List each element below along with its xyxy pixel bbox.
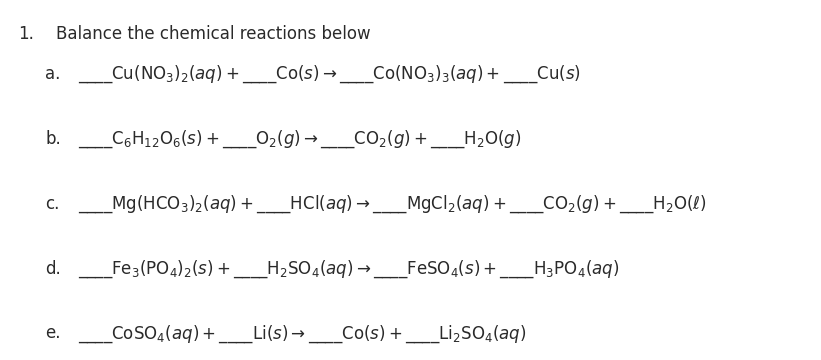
Text: $\mathrm{\_\_\_\_Fe_3(PO_4)_2(}$$\mathit{s}$$\mathrm{) + \_\_\_\_H_2SO_4(}$$\mat: $\mathrm{\_\_\_\_Fe_3(PO_4)_2(}$$\mathit… [78, 258, 619, 280]
Text: c.: c. [45, 195, 60, 213]
Text: $\mathrm{\_\_\_\_C_6H_{12}O_6(}$$\mathit{s}$$\mathrm{) + \_\_\_\_O_2(}$$\mathit{: $\mathrm{\_\_\_\_C_6H_{12}O_6(}$$\mathit… [78, 129, 521, 150]
Text: $\mathrm{\_\_\_\_Mg(HCO_3)_2(}$$\mathit{aq}$$\mathrm{) + \_\_\_\_HCl(}$$\mathit{: $\mathrm{\_\_\_\_Mg(HCO_3)_2(}$$\mathit{… [78, 194, 707, 215]
Text: b.: b. [45, 130, 61, 148]
Text: Balance the chemical reactions below: Balance the chemical reactions below [56, 25, 370, 43]
Text: e.: e. [45, 324, 61, 342]
Text: $\mathrm{\_\_\_\_Cu(NO_3)_2(}$$\mathit{aq}$$\mathrm{) + \_\_\_\_Co(}$$\mathit{s}: $\mathrm{\_\_\_\_Cu(NO_3)_2(}$$\mathit{a… [78, 64, 580, 85]
Text: d.: d. [45, 260, 61, 278]
Text: $\mathrm{\_\_\_\_CoSO_4(}$$\mathit{aq}$$\mathrm{) + \_\_\_\_ Li(}$$\mathit{s}$$\: $\mathrm{\_\_\_\_CoSO_4(}$$\mathit{aq}$$… [78, 323, 526, 345]
Text: 1.: 1. [18, 25, 34, 43]
Text: a.: a. [45, 65, 61, 83]
